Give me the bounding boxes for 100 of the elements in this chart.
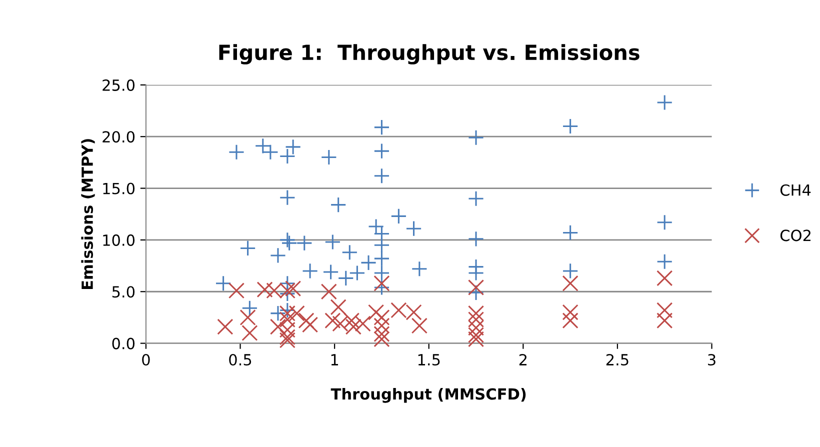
x-tick-label: 2 bbox=[519, 354, 526, 366]
point bbox=[368, 304, 384, 320]
point bbox=[330, 299, 346, 316]
point bbox=[390, 208, 407, 224]
point bbox=[562, 118, 578, 134]
y-tick-label: 15.0 bbox=[103, 182, 135, 194]
point bbox=[270, 305, 286, 322]
point bbox=[656, 312, 673, 329]
point bbox=[279, 311, 296, 328]
point bbox=[285, 280, 302, 297]
x-tick-label: 1.5 bbox=[418, 354, 440, 366]
point bbox=[656, 254, 673, 270]
point bbox=[374, 264, 390, 282]
point bbox=[468, 130, 484, 146]
point bbox=[279, 232, 296, 248]
x-tick-label: 2.5 bbox=[606, 354, 628, 366]
point bbox=[368, 218, 384, 235]
point bbox=[279, 322, 296, 338]
point bbox=[279, 302, 296, 318]
point bbox=[320, 284, 337, 300]
point bbox=[468, 320, 484, 336]
point bbox=[279, 190, 296, 206]
x-tick-label: 1 bbox=[331, 354, 338, 366]
point bbox=[338, 270, 354, 286]
point bbox=[322, 264, 339, 280]
point bbox=[562, 224, 578, 241]
point bbox=[374, 331, 390, 348]
point bbox=[360, 254, 377, 271]
point bbox=[374, 309, 390, 326]
point bbox=[281, 235, 298, 252]
point bbox=[342, 244, 358, 260]
point bbox=[302, 262, 318, 280]
point bbox=[374, 237, 390, 254]
point bbox=[468, 264, 484, 282]
point bbox=[324, 312, 341, 329]
x-tick-label: 3 bbox=[708, 354, 716, 366]
point bbox=[228, 282, 245, 299]
point bbox=[240, 309, 256, 326]
point bbox=[656, 94, 673, 111]
point bbox=[468, 284, 484, 301]
point bbox=[270, 318, 286, 335]
point bbox=[411, 260, 428, 277]
point bbox=[262, 144, 278, 160]
point bbox=[279, 305, 296, 322]
y-tick-label: 20.0 bbox=[102, 131, 135, 143]
point bbox=[468, 311, 484, 328]
point bbox=[217, 318, 234, 335]
point bbox=[562, 275, 578, 292]
y-tick-label: 5.0 bbox=[112, 286, 135, 298]
x-axis-title: Throughput (MMSCFD) bbox=[330, 388, 526, 403]
point bbox=[374, 168, 390, 184]
point bbox=[468, 190, 484, 207]
point bbox=[242, 324, 258, 342]
point bbox=[296, 235, 312, 252]
point bbox=[468, 305, 484, 322]
point bbox=[374, 279, 390, 296]
point bbox=[302, 316, 318, 333]
point bbox=[656, 270, 673, 286]
point bbox=[468, 331, 484, 348]
point bbox=[279, 286, 296, 302]
point bbox=[374, 143, 390, 160]
point bbox=[215, 275, 232, 292]
point bbox=[256, 282, 273, 298]
x-tick-label: 0.5 bbox=[229, 354, 252, 366]
point bbox=[354, 316, 371, 332]
point bbox=[374, 318, 390, 334]
point bbox=[468, 230, 484, 247]
point bbox=[330, 196, 346, 213]
point bbox=[240, 240, 256, 256]
point bbox=[656, 302, 673, 318]
y-tick-label: 10.0 bbox=[103, 234, 135, 246]
legend-label: CH4 bbox=[780, 184, 811, 196]
point bbox=[374, 275, 390, 292]
point bbox=[343, 312, 360, 329]
point bbox=[279, 329, 296, 346]
point bbox=[242, 300, 258, 316]
point bbox=[374, 326, 390, 342]
y-tick-label: 25.0 bbox=[102, 79, 135, 91]
point bbox=[468, 279, 484, 296]
point bbox=[374, 119, 390, 136]
point bbox=[562, 262, 578, 280]
x-tick-label: 0 bbox=[142, 354, 150, 366]
point bbox=[320, 149, 337, 166]
point bbox=[279, 332, 296, 348]
point bbox=[406, 220, 422, 237]
point bbox=[656, 214, 673, 230]
legend-label: CO2 bbox=[780, 230, 810, 242]
point bbox=[349, 264, 366, 282]
point bbox=[562, 312, 578, 329]
point bbox=[411, 318, 428, 334]
point bbox=[468, 326, 484, 344]
point bbox=[298, 312, 314, 329]
point bbox=[374, 250, 390, 267]
point bbox=[270, 247, 286, 264]
point bbox=[254, 138, 271, 154]
point bbox=[562, 304, 578, 320]
y-tick-label: 0.0 bbox=[112, 338, 135, 350]
point bbox=[288, 305, 305, 322]
point bbox=[324, 234, 341, 250]
point bbox=[228, 144, 245, 160]
